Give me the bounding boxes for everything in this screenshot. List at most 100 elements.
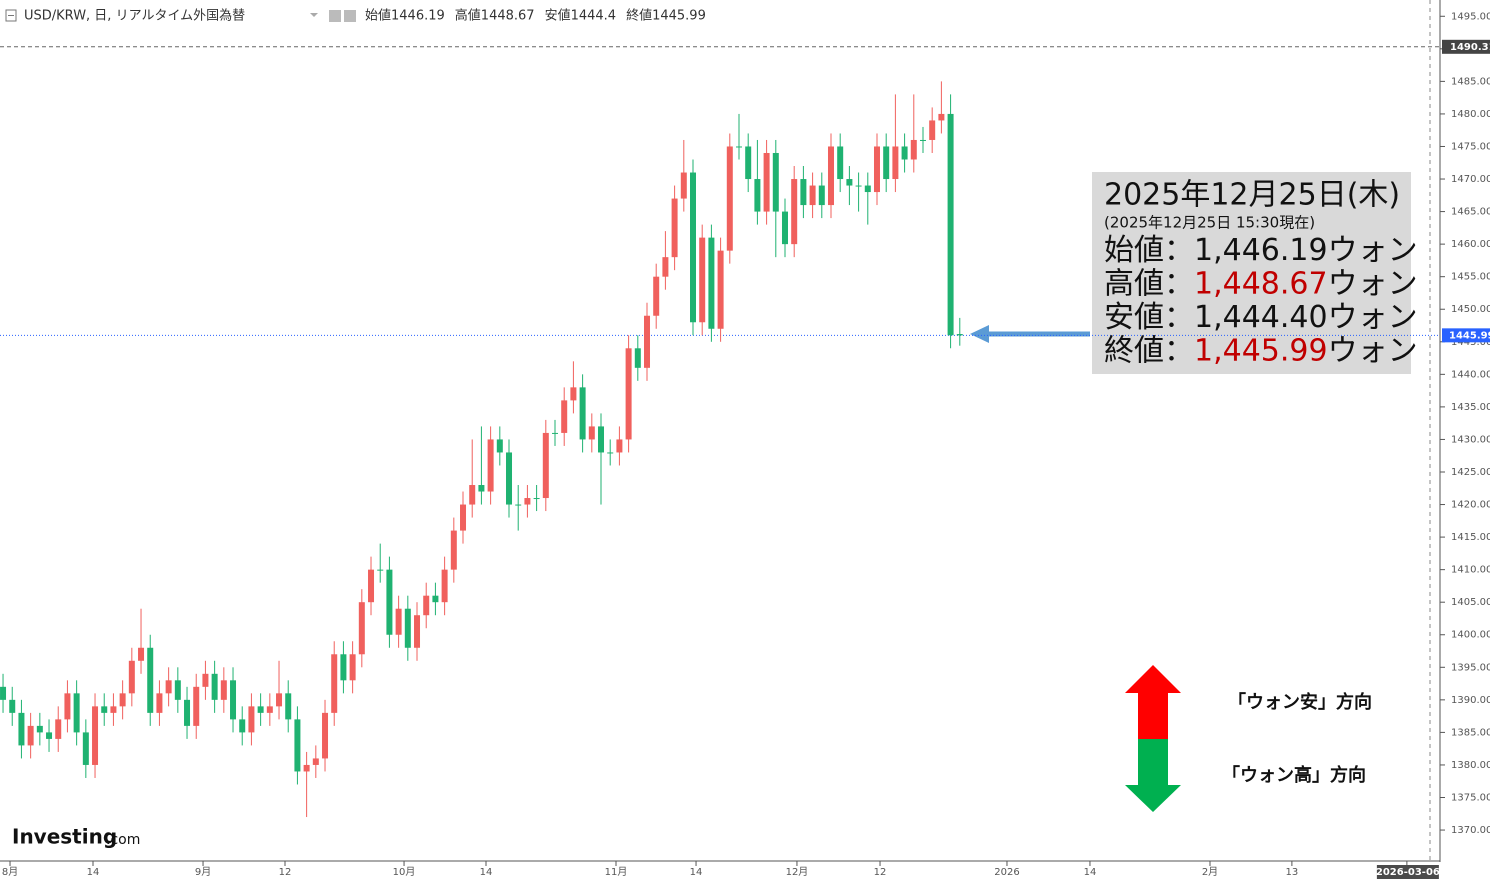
candle-body (515, 504, 522, 506)
candle-body (910, 139, 917, 160)
x-tick-label: 9月 (195, 866, 211, 878)
candle-body (478, 485, 485, 492)
candle-body (147, 647, 154, 713)
candle-body (294, 719, 301, 772)
y-tick-label: 1450.00 (1451, 304, 1490, 315)
y-tick-label: 1415.00 (1451, 532, 1490, 543)
candle-body (331, 654, 338, 713)
ohlc-value: 1448.67 (481, 9, 535, 24)
candle-body (230, 680, 237, 720)
info-date: 2025年12月25日(木) (1104, 178, 1400, 213)
candle-body (818, 185, 825, 206)
candle-body (423, 595, 430, 616)
candle-body (312, 758, 319, 765)
down-arrow (1125, 739, 1181, 812)
x-tick-label: 12 (874, 867, 887, 878)
candle-body (349, 654, 356, 681)
y-tick-label: 1455.00 (1451, 272, 1490, 283)
settings-icon[interactable] (344, 10, 356, 22)
x-tick-label: 8月 (2, 866, 18, 878)
eye-icon[interactable] (329, 10, 341, 22)
ohlc-label: 高値 (455, 8, 481, 24)
candle-body (809, 185, 816, 206)
info-asof: (2025年12月25日 15:30現在) (1104, 214, 1315, 232)
y-tick-label: 1385.00 (1451, 727, 1490, 738)
info-line: 高値：1,448.67ウォン (1104, 266, 1418, 301)
last-line-tag (1442, 328, 1490, 343)
candle-body (846, 179, 853, 186)
info-line: 終値：1,445.99ウォン (1104, 333, 1418, 368)
candle-body (220, 680, 227, 700)
x-tick-label-bg (1376, 865, 1439, 879)
info-sep: ： (1164, 266, 1194, 301)
candle-body (303, 764, 310, 772)
candle-body (506, 452, 513, 505)
info-unit: ウォン (1328, 333, 1418, 368)
candle-body (414, 615, 421, 648)
candle-body (855, 185, 862, 187)
candle-body (460, 504, 467, 531)
candle-body (165, 680, 172, 694)
candle-body (55, 719, 62, 739)
up-arrow (1125, 665, 1181, 739)
info-value: 1,448.67 (1194, 266, 1328, 301)
candle-body (607, 452, 614, 454)
x-tick-label: 14 (87, 867, 100, 878)
candle-body (579, 387, 586, 440)
info-label: 安値 (1104, 300, 1164, 335)
candle-body (533, 498, 540, 500)
candle-body (524, 498, 531, 505)
candle-body (496, 439, 503, 453)
candle-body (340, 654, 347, 681)
high-line-label: 1490.31 (1450, 42, 1490, 53)
y-tick-label: 1430.00 (1451, 434, 1490, 445)
info-unit: ウォン (1328, 300, 1418, 335)
candle-body (432, 595, 439, 603)
candle-body (570, 387, 577, 401)
candle-body (27, 725, 34, 746)
candle-body (248, 706, 255, 733)
info-sep: ： (1164, 300, 1194, 335)
info-unit: ウォン (1328, 266, 1418, 301)
candle-body (634, 348, 641, 368)
info-value: 1,445.99 (1194, 333, 1328, 368)
logo-suffix: .com (106, 832, 140, 848)
y-tick-label: 1405.00 (1451, 597, 1490, 608)
y-tick-label: 1475.00 (1451, 141, 1490, 152)
ohlc-value: 1446.19 (391, 9, 445, 24)
candle-body (827, 146, 834, 206)
candle-body (9, 699, 16, 713)
x-tick-label: 11月 (605, 866, 628, 878)
candle-body (662, 257, 669, 277)
candle-body (469, 485, 476, 505)
up-label: 「ウォン安」方向 (1228, 691, 1372, 713)
candle-body (901, 146, 908, 160)
dropdown[interactable] (310, 13, 318, 17)
x-tick-label: 12月 (786, 866, 809, 878)
candle-body (358, 602, 365, 655)
y-tick-label: 1420.00 (1451, 500, 1490, 511)
candle-body (781, 211, 788, 245)
candle-body (763, 152, 770, 212)
candle-body (717, 250, 724, 329)
candle-body (110, 706, 117, 713)
candle-body (395, 608, 402, 635)
candle-body (892, 146, 899, 180)
y-tick-label: 1390.00 (1451, 695, 1490, 706)
candle-body (929, 120, 936, 140)
candle-body (92, 706, 99, 765)
candle-body (947, 113, 954, 336)
candle-body (883, 146, 890, 180)
y-tick-label: 1465.00 (1451, 207, 1490, 218)
candle-body (689, 172, 696, 323)
arrow-head (970, 325, 989, 343)
y-tick-label: 1470.00 (1451, 174, 1490, 185)
candle-body (285, 693, 292, 720)
candle-body (377, 569, 384, 571)
candle-body (239, 719, 246, 733)
candle-body (754, 179, 761, 212)
candle-body (441, 569, 448, 603)
candle-body (0, 686, 7, 700)
symbol-title: USD/KRW, 日, リアルタイム外国為替 (24, 8, 245, 24)
